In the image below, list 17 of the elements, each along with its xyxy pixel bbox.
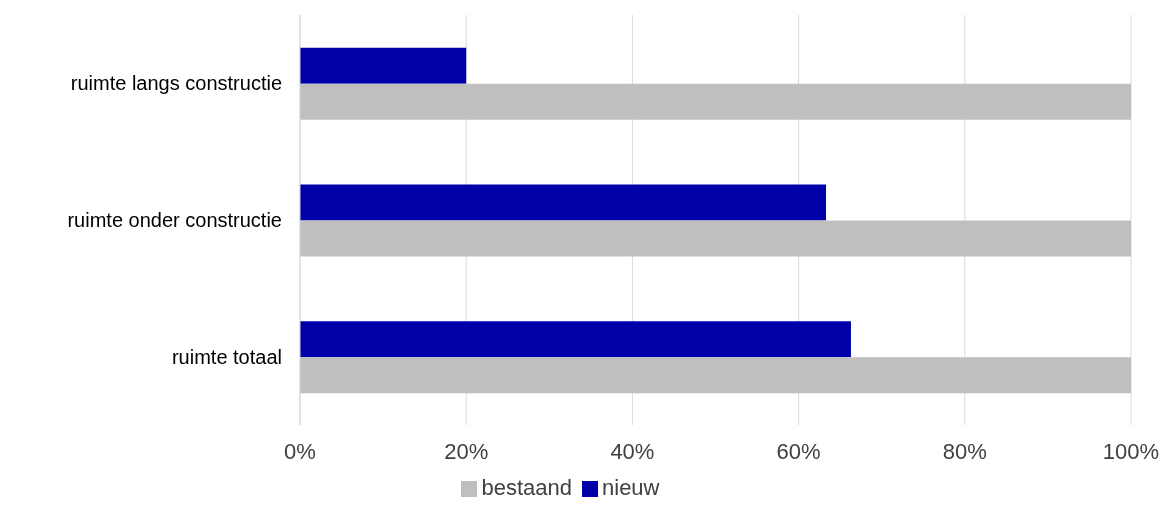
bar <box>300 184 827 221</box>
x-tick-label: 0% <box>284 438 316 464</box>
bar <box>300 47 467 84</box>
x-tick-label: 40% <box>610 438 655 464</box>
bar <box>300 357 1131 394</box>
y-tick-label: ruimte onder constructie <box>67 209 282 232</box>
legend-label: bestaand <box>481 475 573 500</box>
y-tick-label: ruimte langs constructie <box>70 72 282 95</box>
bar <box>300 83 1131 120</box>
x-tick-label: 20% <box>444 438 489 464</box>
legend-label: nieuw <box>602 475 660 500</box>
x-tick-label: 80% <box>942 438 987 464</box>
x-tick-label: 60% <box>776 438 821 464</box>
bar <box>300 220 1131 257</box>
x-tick-label: 100% <box>1102 438 1160 464</box>
bar <box>300 321 851 358</box>
y-tick-label: ruimte totaal <box>171 345 282 368</box>
